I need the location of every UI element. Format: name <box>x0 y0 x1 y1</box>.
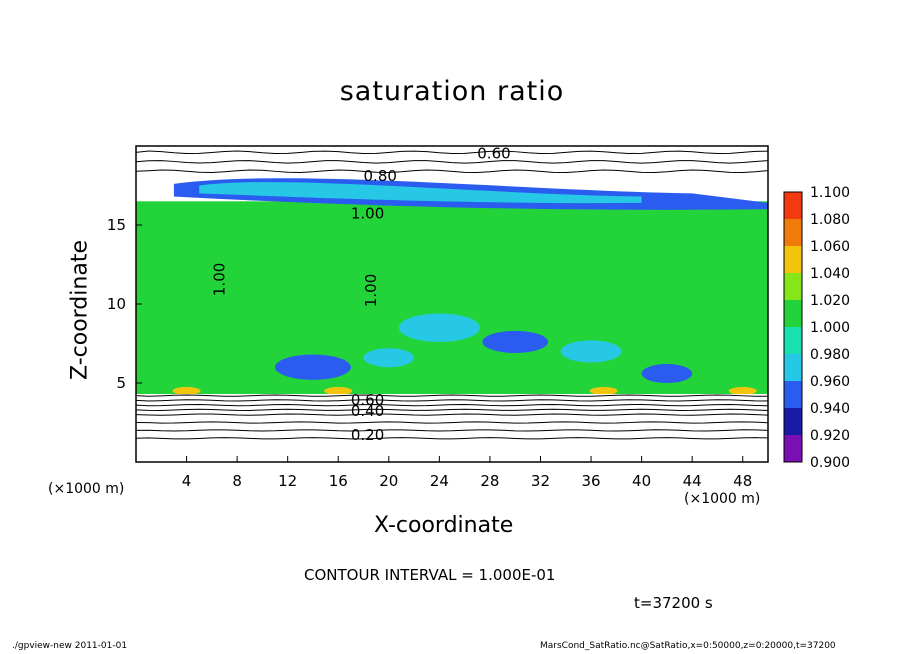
x-tick-label: 28 <box>480 472 499 490</box>
field-patch <box>275 355 351 380</box>
contour-label: 0.80 <box>364 167 397 185</box>
contour-label: 0.20 <box>351 426 384 444</box>
contour-line <box>136 170 768 172</box>
colorbar-label: 1.020 <box>810 293 850 309</box>
x-tick-label: 44 <box>683 472 702 490</box>
x-tick-label: 24 <box>430 472 449 490</box>
field-warm-spot <box>729 387 757 395</box>
x-tick-label: 48 <box>733 472 752 490</box>
x-unit-left: (×1000 m) <box>48 481 124 497</box>
x-tick-label: 32 <box>531 472 550 490</box>
field-warm-spot <box>173 387 201 395</box>
colorbar-swatch <box>784 327 802 354</box>
x-tick-label: 40 <box>632 472 651 490</box>
contour-label: 1.00 <box>362 274 380 307</box>
field-warm-spot <box>590 387 618 395</box>
colorbar: 0.900 0.920 0.940 0.960 0.980 1.000 1.020 1.040… <box>784 185 850 471</box>
colorbar-label: 1.040 <box>810 266 850 282</box>
colorbar-swatch <box>784 273 802 300</box>
colorbar-swatch <box>784 381 802 408</box>
contour-label: 0.40 <box>351 402 384 420</box>
colorbar-label: 0.960 <box>810 374 850 390</box>
colorbar-swatch <box>784 246 802 273</box>
x-tick-label: 12 <box>278 472 297 490</box>
x-tick-label: 20 <box>379 472 398 490</box>
footer-left: ./gpview-new 2011-01-01 <box>12 641 127 651</box>
colorbar-swatch <box>784 435 802 462</box>
colorbar-label: 1.060 <box>810 239 850 255</box>
y-tick-label: 15 <box>107 216 126 234</box>
colorbar-label: 1.000 <box>810 320 850 336</box>
x-tick-label: 4 <box>182 472 192 490</box>
colorbar-label: 1.080 <box>810 212 850 228</box>
field-patch <box>482 331 548 353</box>
x-tick-label: 16 <box>329 472 348 490</box>
x-unit-right: (×1000 m) <box>684 491 760 507</box>
field-warm-spot <box>324 387 352 395</box>
contour-label: 1.00 <box>351 205 384 223</box>
colorbar-label: 0.920 <box>810 428 850 444</box>
saturation-field <box>136 178 768 462</box>
field-patch <box>561 340 622 362</box>
field-patch <box>399 313 480 341</box>
contour-line <box>136 161 768 163</box>
contour-line <box>136 151 768 153</box>
contour-label: 1.00 <box>210 263 228 296</box>
colorbar-swatch <box>784 219 802 246</box>
field-patch <box>642 364 693 383</box>
x-tick-label: 36 <box>581 472 600 490</box>
colorbar-swatch <box>784 192 802 219</box>
colorbar-swatch <box>784 300 802 327</box>
colorbar-label: 0.900 <box>810 455 850 471</box>
time-label: t=37200 s <box>634 594 713 612</box>
contour-interval: CONTOUR INTERVAL = 1.000E-01 <box>304 566 555 584</box>
contour-label: 0.60 <box>477 145 510 163</box>
x-axis-label: X-coordinate <box>374 513 513 538</box>
y-tick-label: 10 <box>107 295 126 313</box>
footer-right: MarsCond_SatRatio.nc@SatRatio,x=0:50000,… <box>540 641 836 651</box>
colorbar-label: 1.100 <box>810 185 850 201</box>
colorbar-swatch <box>784 408 802 435</box>
colorbar-swatch <box>784 354 802 381</box>
colorbar-label: 0.980 <box>810 347 850 363</box>
y-axis-label: Z-coordinate <box>68 240 93 380</box>
y-tick-label: 5 <box>116 374 126 392</box>
colorbar-label: 0.940 <box>810 401 850 417</box>
chart-title: saturation ratio <box>0 76 904 107</box>
x-tick-label: 8 <box>232 472 242 490</box>
field-patch <box>364 348 415 367</box>
